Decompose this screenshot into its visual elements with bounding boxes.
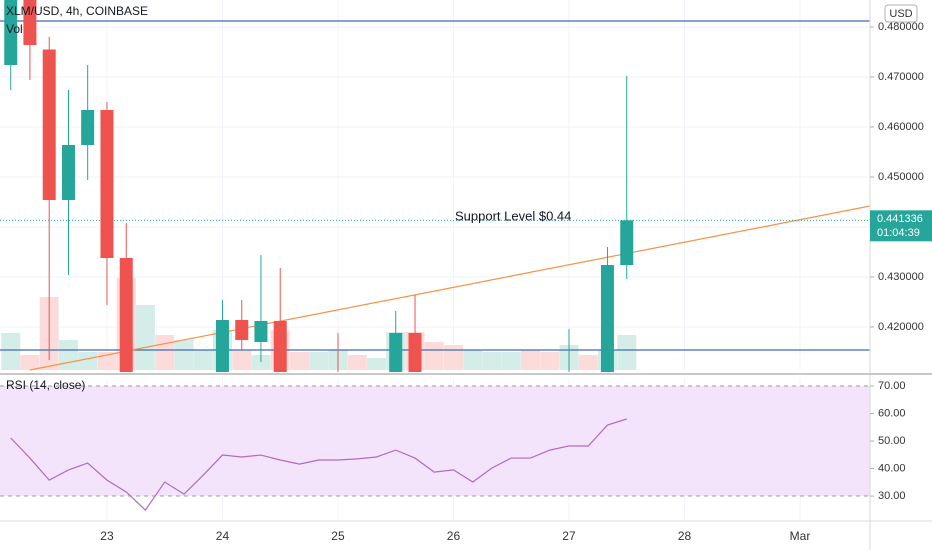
y-tick-label: 0.470000 (878, 71, 924, 83)
candle-body (100, 110, 114, 258)
x-tick-label: 24 (216, 529, 230, 543)
rsi-tick-label: 60.00 (878, 407, 906, 419)
x-tick-label: 26 (447, 529, 461, 543)
volume-bar (578, 355, 598, 370)
volume-bar (366, 358, 386, 370)
countdown-label: 01:04:39 (877, 227, 920, 239)
volume-bar (347, 355, 367, 370)
rsi-pane (0, 385, 870, 512)
rsi-tick-label: 30.00 (878, 490, 906, 502)
candle-body (119, 258, 133, 372)
last-price-label: 0.441336 (877, 213, 923, 225)
volume-bar (193, 350, 213, 370)
x-tick-label: 25 (331, 529, 345, 543)
candle-body (408, 333, 422, 372)
candle-body (235, 320, 249, 340)
rsi-tick-label: 50.00 (878, 435, 906, 447)
volume-bar (20, 355, 40, 370)
candle-body (254, 321, 268, 342)
volume-bar (443, 345, 463, 370)
rsi-legend: RSI (14, close) (6, 378, 85, 392)
volume-bar (501, 352, 521, 370)
currency: USD (889, 8, 912, 20)
volume-bar (97, 352, 117, 370)
x-tick-label: 23 (100, 529, 114, 543)
volume-bar (463, 350, 483, 370)
volume-bar (155, 335, 175, 370)
volume-bar (174, 340, 194, 370)
last-price-box (870, 210, 932, 242)
candle-body (620, 220, 634, 265)
y-tick-label: 0.450000 (878, 171, 924, 183)
volume-bar (78, 352, 98, 370)
y-tick-label: 0.480000 (878, 21, 924, 33)
y-tick-label: 0.460000 (878, 121, 924, 133)
candle-body (389, 333, 403, 372)
candle-body (600, 265, 614, 372)
x-tick-label: Mar (790, 529, 811, 543)
x-tick-label: 28 (678, 529, 692, 543)
volume-bar (58, 340, 78, 370)
y-tick-label: 0.420000 (878, 321, 924, 333)
volume-bar (232, 350, 252, 370)
price-pane (0, 0, 870, 372)
trendline (29, 205, 870, 371)
candle-body (81, 110, 95, 145)
volume-bar (309, 352, 329, 370)
rsi-line (10, 418, 627, 512)
x-tick-label: 27 (562, 529, 576, 543)
volume-bar (617, 335, 637, 370)
y-tick-label: 0.430000 (878, 271, 924, 283)
candle-body (215, 320, 229, 372)
candle-body (273, 321, 287, 372)
rsi-band (0, 385, 870, 497)
candle-body (4, 0, 18, 65)
volume-bar (251, 355, 271, 370)
annotation: Support Level $0.44 (455, 208, 571, 223)
candle-body (61, 145, 75, 200)
volume-legend: Vol (6, 22, 23, 36)
volume-bar (424, 342, 444, 370)
volume-bar (290, 352, 310, 370)
currency-box[interactable] (884, 4, 918, 23)
volume-bar (521, 350, 541, 370)
chart-title: XLM/USD, 4h, COINBASE (6, 4, 148, 18)
volume-bar (540, 352, 560, 370)
volume-bar (482, 352, 502, 370)
candle-body (42, 49, 56, 200)
candle-body (23, 0, 37, 45)
rsi-tick-label: 70.00 (878, 380, 906, 392)
volume-bar (135, 305, 155, 370)
rsi-tick-label: 40.00 (878, 462, 906, 474)
volume-bar (1, 333, 21, 370)
